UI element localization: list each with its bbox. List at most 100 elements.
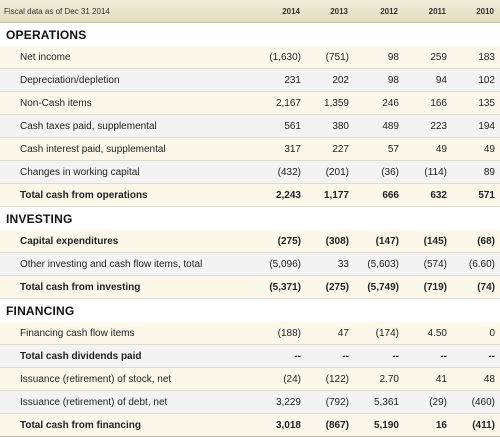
value-cell-2012: 5,361 [354, 390, 404, 414]
value-cell-2010: 48 [452, 367, 500, 391]
value-cell-2013: 47 [306, 322, 354, 345]
value-cell-2012: 489 [354, 114, 404, 138]
value-cell-2010: (6.60) [452, 252, 500, 276]
value-cell-2014: 2,243 [258, 183, 306, 207]
row-label: Other investing and cash flow items, tot… [0, 252, 258, 276]
value-cell-2014: (5,096) [258, 252, 306, 276]
value-cell-2013: 1,359 [306, 91, 354, 115]
table-row: Total cash dividends paid -- -- -- -- -- [0, 344, 500, 368]
section-title: INVESTING [0, 206, 500, 230]
value-cell-2014: 317 [258, 137, 306, 161]
value-cell-2011: 16 [404, 413, 452, 437]
row-label: Depreciation/depletion [0, 68, 258, 92]
value-cell-2012: (36) [354, 160, 404, 184]
row-label: Changes in working capital [0, 160, 258, 184]
value-cell-2014: (1,630) [258, 46, 306, 69]
row-label: Total cash from investing [0, 275, 258, 299]
table-row: Cash interest paid, supplemental 317 227 57… [0, 137, 500, 161]
value-cell-2011: (114) [404, 160, 452, 184]
value-cell-2012: 666 [354, 183, 404, 207]
year-header-2013: 2013 [306, 0, 354, 23]
value-cell-2010: (411) [452, 413, 500, 437]
value-cell-2010: 49 [452, 137, 500, 161]
value-cell-2014: (5,371) [258, 275, 306, 299]
value-cell-2012: -- [354, 344, 404, 368]
value-cell-2013: (122) [306, 367, 354, 391]
value-cell-2014: (24) [258, 367, 306, 391]
value-cell-2010: 571 [452, 183, 500, 207]
value-cell-2012: (174) [354, 322, 404, 345]
table-row: Issuance (retirement) of stock, net (24)(… [0, 367, 500, 391]
section-header: INVESTING [0, 206, 500, 230]
row-label: Financing cash flow items [0, 322, 258, 345]
value-cell-2012: (5,749) [354, 275, 404, 299]
value-cell-2010: (460) [452, 390, 500, 414]
value-cell-2011: 94 [404, 68, 452, 92]
value-cell-2012: (147) [354, 230, 404, 253]
value-cell-2010: 0 [452, 322, 500, 345]
row-label: Cash taxes paid, supplemental [0, 114, 258, 138]
year-header-2014: 2014 [258, 0, 306, 23]
table-row: Total cash from operations 2,243 1,177 666 6… [0, 183, 500, 207]
value-cell-2014: 561 [258, 114, 306, 138]
value-cell-2011: 166 [404, 91, 452, 115]
row-label: Capital expenditures [0, 230, 258, 253]
value-cell-2010: (68) [452, 230, 500, 253]
value-cell-2013: (751) [306, 46, 354, 69]
table-header-row: Fiscal data as of Dec 31 2014 2014 2013 … [0, 0, 500, 23]
value-cell-2013: 227 [306, 137, 354, 161]
value-cell-2010: 194 [452, 114, 500, 138]
value-cell-2010: 183 [452, 46, 500, 69]
value-cell-2012: 98 [354, 46, 404, 69]
row-label: Total cash from operations [0, 183, 258, 207]
value-cell-2014: 3,018 [258, 413, 306, 437]
value-cell-2014: (188) [258, 322, 306, 345]
table-row: Cash taxes paid, supplemental 561 380 489 22… [0, 114, 500, 138]
value-cell-2014: (432) [258, 160, 306, 184]
value-cell-2014: 3,229 [258, 390, 306, 414]
value-cell-2011: 4.50 [404, 322, 452, 345]
section-header: OPERATIONS [0, 22, 500, 46]
section-header: FINANCING [0, 298, 500, 322]
year-header-2010: 2010 [452, 0, 500, 23]
year-header-2011: 2011 [404, 0, 452, 23]
value-cell-2014: -- [258, 344, 306, 368]
value-cell-2012: (5,603) [354, 252, 404, 276]
row-label: Total cash dividends paid [0, 344, 258, 368]
value-cell-2012: 5,190 [354, 413, 404, 437]
value-cell-2012: 246 [354, 91, 404, 115]
value-cell-2014: (275) [258, 230, 306, 253]
value-cell-2013: 380 [306, 114, 354, 138]
table-row: Net income (1,630) (751) 98 259 183 [0, 46, 500, 69]
value-cell-2011: 223 [404, 114, 452, 138]
value-cell-2011: (574) [404, 252, 452, 276]
row-label: Total cash from financing [0, 413, 258, 437]
value-cell-2012: 98 [354, 68, 404, 92]
table-row: Changes in working capital (432) (201) (36)… [0, 160, 500, 184]
value-cell-2011: (719) [404, 275, 452, 299]
table-row: Total cash from investing (5,371) (275) (5,… [0, 275, 500, 299]
value-cell-2013: -- [306, 344, 354, 368]
value-cell-2013: (308) [306, 230, 354, 253]
table-row: Total cash from financing 3,018 (867) 5,190… [0, 413, 500, 437]
value-cell-2012: 57 [354, 137, 404, 161]
value-cell-2011: (145) [404, 230, 452, 253]
value-cell-2011: 49 [404, 137, 452, 161]
value-cell-2013: 33 [306, 252, 354, 276]
value-cell-2013: 202 [306, 68, 354, 92]
table-row: Other investing and cash flow items, tot… [0, 252, 500, 276]
section-title: FINANCING [0, 298, 500, 322]
row-label: Issuance (retirement) of stock, net [0, 367, 258, 391]
row-label: Cash interest paid, supplemental [0, 137, 258, 161]
value-cell-2010: 102 [452, 68, 500, 92]
fiscal-data-label: Fiscal data as of Dec 31 2014 [0, 0, 258, 23]
section-title: OPERATIONS [0, 22, 500, 46]
value-cell-2011: 41 [404, 367, 452, 391]
value-cell-2011: 632 [404, 183, 452, 207]
value-cell-2011: -- [404, 344, 452, 368]
value-cell-2011: 259 [404, 46, 452, 69]
value-cell-2011: (29) [404, 390, 452, 414]
table-row: Financing cash flow items (188) 47 (174) 4.5… [0, 322, 500, 345]
table-row: Depreciation/depletion 231 202 98 94 102 [0, 68, 500, 92]
